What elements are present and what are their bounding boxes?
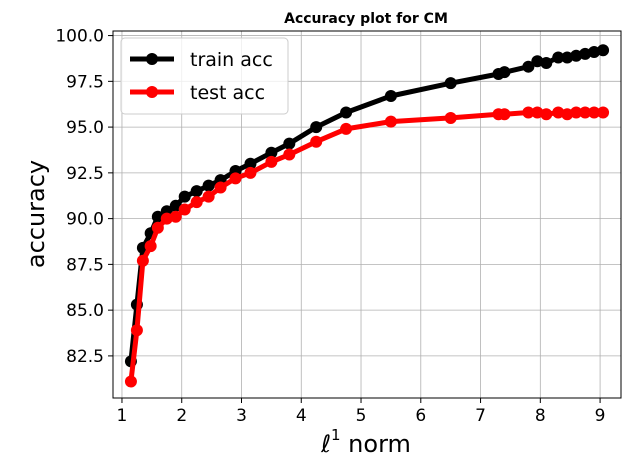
data-point-train bbox=[340, 106, 353, 119]
data-point-test bbox=[597, 106, 610, 119]
x-axis-label-symbol: ℓ bbox=[320, 430, 331, 458]
data-point-train bbox=[202, 179, 215, 192]
data-point-test bbox=[498, 108, 511, 121]
y-tick-label: 100.0 bbox=[55, 27, 104, 47]
data-point-test bbox=[310, 135, 323, 148]
x-tick-label: 7 bbox=[475, 406, 486, 426]
series-line-test bbox=[128, 110, 604, 382]
data-point-train bbox=[151, 210, 164, 223]
data-point-test bbox=[570, 106, 583, 119]
data-point-train bbox=[561, 51, 574, 64]
data-point-test bbox=[244, 166, 257, 179]
data-point-test bbox=[531, 106, 544, 119]
data-point-train bbox=[570, 49, 583, 62]
data-point-train bbox=[384, 89, 397, 102]
data-point-test bbox=[384, 115, 397, 128]
data-point-test bbox=[265, 155, 278, 168]
y-axis-label: accuracy bbox=[22, 160, 50, 268]
data-point-test bbox=[169, 210, 182, 223]
data-point-test bbox=[552, 106, 565, 119]
data-point-test bbox=[124, 375, 137, 388]
x-tick-label: 5 bbox=[356, 406, 367, 426]
data-point-train bbox=[579, 47, 592, 60]
data-point-test bbox=[579, 106, 592, 119]
legend-label-test: test acc bbox=[190, 82, 265, 104]
data-point-train bbox=[444, 77, 457, 90]
data-point-train bbox=[244, 157, 257, 170]
data-point-train bbox=[283, 137, 296, 150]
x-tick-label: 4 bbox=[296, 406, 307, 426]
data-point-test bbox=[178, 203, 191, 216]
data-point-test bbox=[214, 181, 227, 194]
data-point-test bbox=[160, 212, 173, 225]
y-tick-label: 97.5 bbox=[66, 72, 104, 92]
plot-frame bbox=[112, 30, 622, 399]
data-point-train bbox=[169, 199, 182, 212]
data-point-test bbox=[540, 108, 553, 121]
data-point-train bbox=[190, 185, 203, 198]
x-tick-label: 3 bbox=[236, 406, 247, 426]
y-tick-label: 82.5 bbox=[66, 347, 104, 367]
data-point-train bbox=[552, 51, 565, 64]
x-tick-label: 6 bbox=[415, 406, 426, 426]
data-point-train bbox=[522, 60, 535, 73]
data-point-test bbox=[283, 148, 296, 161]
data-point-train bbox=[540, 57, 553, 70]
x-tick-label: 8 bbox=[535, 406, 546, 426]
x-tick-label: 1 bbox=[117, 406, 128, 426]
data-point-test bbox=[144, 240, 157, 253]
plot-lines bbox=[124, 44, 610, 388]
data-point-test bbox=[588, 106, 601, 119]
data-point-test bbox=[190, 196, 203, 209]
grid bbox=[113, 31, 621, 398]
x-axis-label-superscript: 1 bbox=[331, 426, 341, 444]
axis-ticks: 1 2 3 4 5 6 7 8 9 82.5 85.0 87.5 90.0 92.5 95.0 97.5 100… bbox=[55, 27, 605, 426]
x-tick-label: 2 bbox=[176, 406, 187, 426]
data-point-train bbox=[597, 44, 610, 57]
x-axis-label: ℓ1 norm bbox=[320, 426, 411, 458]
y-tick-label: 95.0 bbox=[66, 118, 104, 138]
data-point-test bbox=[229, 172, 242, 185]
data-point-test bbox=[136, 254, 149, 267]
legend-marker-train bbox=[146, 53, 158, 65]
data-point-train bbox=[498, 66, 511, 79]
data-point-test bbox=[340, 122, 353, 135]
y-tick-label: 92.5 bbox=[66, 164, 104, 184]
data-point-train bbox=[265, 146, 278, 159]
data-point-test bbox=[202, 190, 215, 203]
data-point-test bbox=[444, 111, 457, 124]
data-point-train bbox=[310, 121, 323, 134]
data-point-train bbox=[588, 46, 601, 59]
chart-title: Accuracy plot for CM bbox=[284, 11, 448, 27]
legend: train acc test acc bbox=[120, 37, 289, 115]
data-point-train bbox=[178, 190, 191, 203]
x-tick-label: 9 bbox=[595, 406, 606, 426]
data-point-test bbox=[130, 324, 143, 337]
data-point-test bbox=[561, 108, 574, 121]
y-tick-label: 85.0 bbox=[66, 301, 104, 321]
data-point-test bbox=[151, 221, 164, 234]
y-tick-label: 87.5 bbox=[66, 255, 104, 275]
y-tick-label: 90.0 bbox=[66, 210, 104, 230]
x-axis-label-text: norm bbox=[341, 430, 411, 458]
legend-label-train: train acc bbox=[190, 49, 273, 71]
legend-marker-test bbox=[146, 86, 158, 98]
data-point-train bbox=[531, 55, 544, 68]
data-point-test bbox=[522, 106, 535, 119]
